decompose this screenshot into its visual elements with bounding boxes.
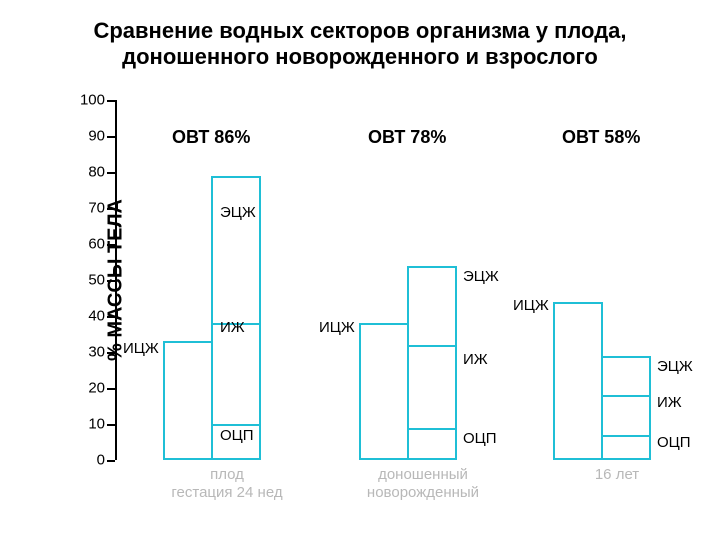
bar — [553, 302, 603, 460]
y-tick-label: 60 — [75, 236, 105, 253]
bar-annotation: ИЖ — [657, 394, 682, 411]
bar-group: плодгестация 24 нед — [157, 100, 297, 460]
y-tick — [107, 136, 115, 138]
bar-annotation: ОЦП — [657, 434, 691, 451]
bar-annotation: ИЦЖ — [123, 340, 159, 357]
y-tick-label: 40 — [75, 308, 105, 325]
y-tick — [107, 208, 115, 210]
x-category-label: 16 лет — [595, 460, 639, 484]
bar-annotation: ИЦЖ — [513, 297, 549, 314]
y-tick — [107, 100, 115, 102]
chart-plot-area: % МАССЫ ТЕЛА 0102030405060708090100плодг… — [115, 100, 675, 460]
bar — [407, 428, 457, 460]
ovt-label: ОВТ 86% — [172, 127, 250, 148]
bar-annotation: ИЖ — [463, 351, 488, 368]
x-category-label: доношенныйноворожденный — [367, 460, 479, 502]
y-tick — [107, 424, 115, 426]
title-line2: доношенного новорожденного и взрослого — [122, 44, 598, 69]
y-tick-label: 70 — [75, 200, 105, 217]
y-tick — [107, 352, 115, 354]
y-tick-label: 80 — [75, 164, 105, 181]
y-tick-label: 90 — [75, 128, 105, 145]
y-tick — [107, 316, 115, 318]
y-tick-label: 0 — [75, 452, 105, 469]
y-tick — [107, 280, 115, 282]
bar — [163, 341, 213, 460]
y-tick — [107, 172, 115, 174]
y-tick-label: 30 — [75, 344, 105, 361]
y-tick-label: 10 — [75, 416, 105, 433]
y-tick-label: 20 — [75, 380, 105, 397]
bar-annotation: ЭЦЖ — [657, 358, 693, 375]
x-category-label: плодгестация 24 нед — [171, 460, 282, 502]
y-tick-label: 50 — [75, 272, 105, 289]
bar-annotation: ИЦЖ — [319, 319, 355, 336]
ovt-label: ОВТ 78% — [368, 127, 446, 148]
y-tick-label: 100 — [75, 92, 105, 109]
y-tick — [107, 388, 115, 390]
bar-annotation: ЭЦЖ — [220, 204, 256, 221]
bar-annotation: ИЖ — [220, 319, 245, 336]
y-axis-line — [115, 100, 117, 460]
bar-annotation: ЭЦЖ — [463, 268, 499, 285]
y-tick — [107, 244, 115, 246]
bar-annotation: ОЦП — [220, 427, 254, 444]
bar — [601, 435, 651, 460]
bar — [359, 323, 409, 460]
y-tick — [107, 460, 115, 462]
bar-annotation: ОЦП — [463, 430, 497, 447]
title-line1: Сравнение водных секторов организма у пл… — [93, 18, 626, 43]
chart-title: Сравнение водных секторов организма у пл… — [0, 0, 720, 81]
ovt-label: ОВТ 58% — [562, 127, 640, 148]
